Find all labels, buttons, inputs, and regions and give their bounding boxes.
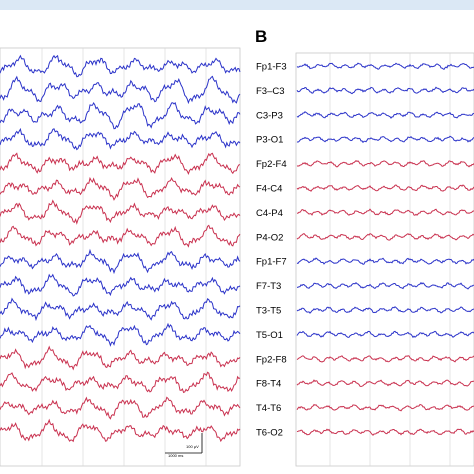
channel-label: Fp1-F7 bbox=[256, 257, 287, 268]
eeg-trace-a bbox=[0, 396, 241, 420]
scale-bar-time-label: 1000 ms bbox=[168, 453, 183, 458]
panel-a: 1000 ms 100 µV bbox=[0, 47, 241, 467]
header-band bbox=[0, 0, 474, 10]
scale-bar: 1000 ms 100 µV bbox=[165, 433, 203, 458]
eeg-trace-b bbox=[296, 306, 474, 314]
eeg-trace-a bbox=[0, 101, 241, 130]
eeg-trace-b bbox=[296, 86, 474, 95]
eeg-trace-a bbox=[0, 248, 241, 275]
eeg-trace-b bbox=[296, 62, 474, 70]
eeg-trace-a bbox=[0, 152, 241, 176]
channel-labels: Fp1-F3 F3–C3 C3-P3 P3-O1 Fp2-F4 F4-C4 C4-P4 P4-… bbox=[256, 62, 287, 439]
eeg-trace-b bbox=[296, 208, 474, 216]
eeg-trace-b bbox=[296, 111, 474, 119]
eeg-trace-a bbox=[0, 297, 241, 322]
panel-a-traces bbox=[0, 54, 241, 443]
eeg-trace-b bbox=[296, 232, 474, 241]
channel-label: P4-O2 bbox=[256, 232, 283, 243]
eeg-trace-b bbox=[296, 355, 474, 363]
eeg-trace-b bbox=[296, 330, 474, 339]
eeg-trace-b bbox=[296, 379, 474, 388]
channel-label: Fp1-F3 bbox=[256, 62, 287, 73]
eeg-trace-a bbox=[0, 418, 241, 443]
eeg-trace-b bbox=[296, 184, 474, 192]
eeg-trace-a bbox=[0, 54, 241, 78]
eeg-trace-b bbox=[296, 257, 474, 265]
eeg-trace-b bbox=[296, 428, 474, 436]
eeg-trace-b bbox=[296, 281, 474, 290]
eeg-trace-b bbox=[296, 403, 474, 412]
eeg-trace-a bbox=[0, 345, 241, 371]
panel-b-frame bbox=[295, 52, 474, 467]
channel-label: C3-P3 bbox=[256, 110, 283, 121]
eeg-trace-a bbox=[0, 199, 241, 225]
channel-label: T5-O1 bbox=[256, 330, 283, 341]
channel-label: T4-T6 bbox=[256, 403, 281, 414]
eeg-trace-a bbox=[0, 176, 241, 201]
channel-label: T6-O2 bbox=[256, 428, 283, 439]
scale-bar-amp-label: 100 µV bbox=[186, 444, 199, 449]
panel-b-traces bbox=[296, 62, 474, 436]
eeg-trace-a bbox=[0, 127, 241, 151]
channel-label: P3-O1 bbox=[256, 135, 283, 146]
channel-label: F3–C3 bbox=[256, 86, 285, 97]
channel-label: C4-P4 bbox=[256, 208, 283, 219]
channel-label: Fp2-F8 bbox=[256, 354, 287, 365]
eeg-trace-a bbox=[0, 273, 241, 297]
panel-b: B Fp1-F3 F3–C3 C3-P3 P3-O1 Fp2-F4 F4-C4 C4-P4 P… bbox=[255, 27, 474, 467]
channel-label: F7-T3 bbox=[256, 281, 281, 292]
eeg-trace-a bbox=[0, 371, 241, 394]
eeg-trace-a bbox=[0, 224, 241, 248]
eeg-trace-b bbox=[296, 135, 474, 144]
channel-label: Fp2-F4 bbox=[256, 159, 287, 170]
channel-label: F8-T4 bbox=[256, 379, 281, 390]
eeg-trace-a bbox=[0, 75, 241, 105]
eeg-trace-a bbox=[0, 322, 241, 347]
channel-label: T3-T5 bbox=[256, 306, 281, 317]
eeg-trace-b bbox=[296, 160, 474, 168]
channel-label: F4-C4 bbox=[256, 184, 282, 195]
panel-b-letter: B bbox=[255, 27, 267, 46]
